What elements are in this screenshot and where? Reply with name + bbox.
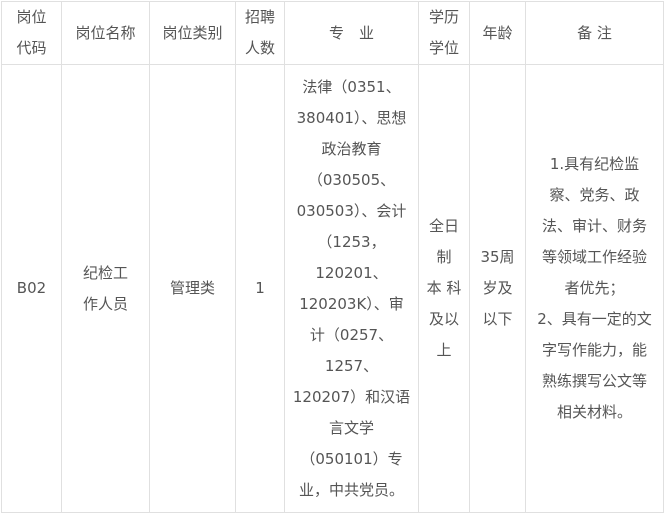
header-education: 学历 学位 [418, 1, 470, 65]
header-position-code: 岗位 代码 [1, 1, 62, 65]
header-age: 年龄 [469, 1, 526, 65]
cell-code: B02 [1, 64, 62, 513]
cell-major: 法律（0351、 380401）、思想 政治教育 （030505、 030503… [284, 64, 419, 513]
header-remarks: 备 注 [525, 1, 664, 65]
header-hiring-count: 招聘 人数 [235, 1, 285, 65]
cell-age: 35周 岁及 以下 [469, 64, 526, 513]
header-major: 专 业 [284, 1, 419, 65]
cell-count: 1 [235, 64, 285, 513]
table-row: B02 纪检工 作人员 管理类 1 法律（0351、 380401）、思想 政治… [1, 64, 664, 513]
table-header-row: 岗位 代码 岗位名称 岗位类别 招聘 人数 专 业 学历 学位 年龄 备 注 [1, 1, 664, 65]
cell-education: 全日 制 本 科 及以 上 [418, 64, 470, 513]
cell-name: 纪检工 作人员 [61, 64, 150, 513]
cell-remarks: 1.具有纪检监 察、党务、政 法、审计、财务 等领域工作经验 者优先； 2、具有… [525, 64, 664, 513]
header-position-name: 岗位名称 [61, 1, 150, 65]
cell-category: 管理类 [149, 64, 236, 513]
header-position-category: 岗位类别 [149, 1, 236, 65]
